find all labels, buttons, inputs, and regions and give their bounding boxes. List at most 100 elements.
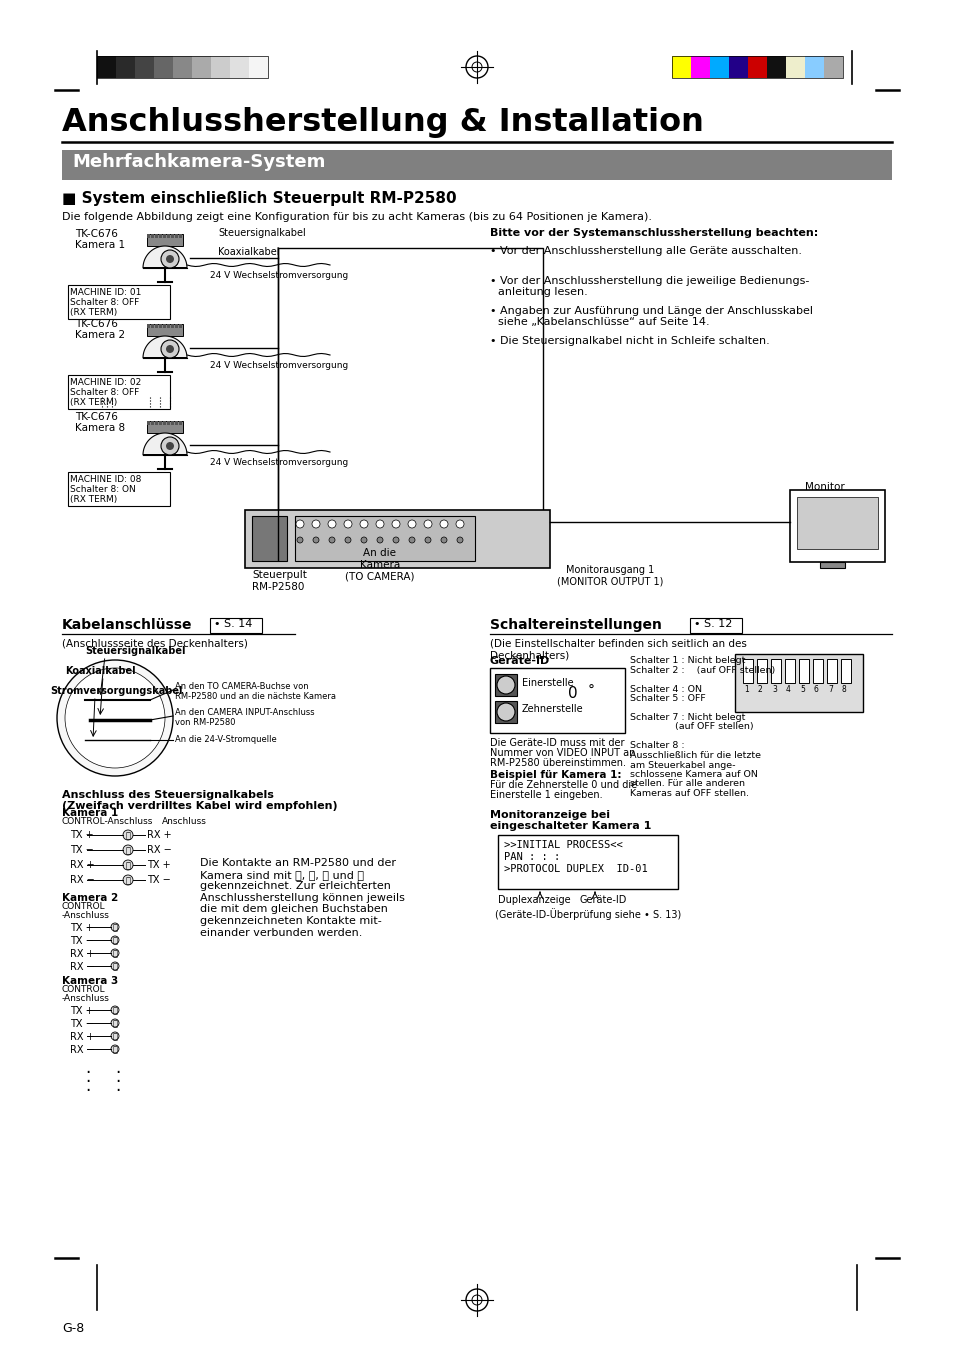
Bar — [179, 422, 182, 426]
Bar — [68, 471, 170, 507]
Bar — [163, 324, 166, 328]
Text: -Anschluss: -Anschluss — [62, 911, 110, 920]
Bar — [174, 422, 178, 426]
Text: .: . — [115, 1069, 120, 1086]
Bar — [841, 659, 850, 684]
Text: Die folgende Abbildung zeigt eine Konfiguration für bis zu acht Kameras (bis zu : Die folgende Abbildung zeigt eine Konfig… — [62, 212, 651, 222]
Text: Schalter 8: ON: Schalter 8: ON — [70, 485, 135, 494]
Text: Schalter 8: OFF: Schalter 8: OFF — [70, 388, 139, 397]
Text: Kamera 1: Kamera 1 — [62, 808, 118, 817]
Text: Die Kontakte an RM-P2580 und der
Kamera sind mit Ⓐ, Ⓑ, Ⓒ und Ⓓ
gekennzeichnet. Z: Die Kontakte an RM-P2580 und der Kamera … — [200, 858, 404, 938]
Bar — [671, 55, 690, 78]
Text: TK-C676: TK-C676 — [75, 319, 118, 330]
Text: 5: 5 — [800, 685, 804, 694]
Circle shape — [440, 536, 447, 543]
Text: CONTROL: CONTROL — [62, 902, 106, 911]
Bar — [757, 659, 766, 684]
Text: Ⓓ: Ⓓ — [126, 875, 131, 885]
Circle shape — [111, 962, 119, 970]
Circle shape — [312, 520, 319, 528]
Bar — [154, 234, 158, 238]
Text: Kamera 3: Kamera 3 — [62, 975, 118, 986]
Text: Koaxialkabel: Koaxialkabel — [65, 666, 135, 676]
Text: >PROTOCOL DUPLEX  ID-01: >PROTOCOL DUPLEX ID-01 — [503, 865, 647, 874]
Circle shape — [345, 536, 351, 543]
Text: TX −: TX − — [70, 1019, 93, 1029]
Text: TX +: TX + — [70, 1006, 93, 1016]
Text: • Angaben zur Ausführung und Länge der Anschlusskabel: • Angaben zur Ausführung und Länge der A… — [490, 305, 812, 316]
Text: Schalter 1 : Nicht belegt: Schalter 1 : Nicht belegt — [629, 657, 744, 665]
Bar — [97, 55, 268, 78]
Bar — [192, 55, 211, 78]
Text: Geräte-ID: Geräte-ID — [490, 657, 550, 666]
Bar — [812, 659, 822, 684]
Bar — [766, 55, 785, 78]
Bar — [690, 55, 709, 78]
Text: An den CAMERA INPUT-Anschluss: An den CAMERA INPUT-Anschluss — [174, 708, 314, 717]
Text: Steuersignalkabel: Steuersignalkabel — [85, 646, 185, 657]
Circle shape — [111, 948, 119, 957]
Polygon shape — [143, 434, 187, 455]
Text: 2: 2 — [758, 685, 762, 694]
Text: stellen. Für alle anderen: stellen. Für alle anderen — [629, 780, 744, 789]
Text: Die Geräte-ID muss mit der: Die Geräte-ID muss mit der — [490, 738, 624, 748]
Bar — [151, 324, 153, 328]
Text: Kameras auf OFF stellen.: Kameras auf OFF stellen. — [629, 789, 748, 798]
Circle shape — [424, 536, 431, 543]
Text: An die 24-V-Stromquelle: An die 24-V-Stromquelle — [174, 735, 276, 744]
Text: Ⓑ: Ⓑ — [112, 1019, 117, 1028]
Text: Ⓑ: Ⓑ — [126, 846, 131, 855]
Text: Ⓒ: Ⓒ — [126, 861, 131, 870]
Text: Ⓒ: Ⓒ — [112, 948, 117, 958]
Text: .: . — [85, 1069, 91, 1086]
Text: (Zweifach verdrilltes Kabel wird empfohlen): (Zweifach verdrilltes Kabel wird empfohl… — [62, 801, 337, 811]
Bar — [211, 55, 230, 78]
Bar — [747, 55, 766, 78]
Circle shape — [123, 875, 132, 885]
Text: (RX TERM): (RX TERM) — [70, 399, 117, 407]
Bar — [172, 55, 192, 78]
Text: Stromversorgungskabel: Stromversorgungskabel — [50, 686, 182, 696]
Bar — [174, 234, 178, 238]
Bar — [154, 422, 158, 426]
Bar — [163, 422, 166, 426]
Text: 8: 8 — [841, 685, 846, 694]
Text: (RX TERM): (RX TERM) — [70, 494, 117, 504]
Bar — [147, 422, 150, 426]
Text: MACHINE ID: 01: MACHINE ID: 01 — [70, 288, 141, 297]
Text: Ⓐ: Ⓐ — [112, 1006, 117, 1015]
Circle shape — [393, 536, 398, 543]
Text: Einerstelle: Einerstelle — [521, 678, 573, 688]
Text: -Anschluss: -Anschluss — [62, 994, 110, 1002]
Text: G-8: G-8 — [62, 1323, 84, 1335]
Text: Kamera 2: Kamera 2 — [75, 330, 125, 340]
Text: Nummer von VIDEO INPUT an: Nummer von VIDEO INPUT an — [490, 748, 635, 758]
Circle shape — [111, 923, 119, 931]
Bar — [167, 234, 170, 238]
Circle shape — [295, 520, 304, 528]
Bar — [116, 55, 135, 78]
Bar — [784, 659, 794, 684]
Circle shape — [111, 1019, 119, 1027]
Bar — [796, 497, 877, 549]
Bar — [147, 234, 183, 246]
Circle shape — [111, 1006, 119, 1015]
Text: 0: 0 — [567, 686, 577, 701]
Text: • S. 14: • S. 14 — [213, 619, 253, 630]
Circle shape — [166, 345, 173, 353]
Text: RX −: RX − — [70, 1046, 94, 1055]
Text: Koaxialkabel: Koaxialkabel — [218, 247, 279, 257]
Circle shape — [409, 536, 415, 543]
Bar — [230, 55, 249, 78]
Text: RX +: RX + — [147, 830, 172, 840]
Bar — [159, 324, 162, 328]
Text: Anschluss: Anschluss — [162, 817, 207, 825]
Text: CONTROL: CONTROL — [62, 985, 106, 994]
Text: RX −: RX − — [147, 844, 172, 855]
Circle shape — [111, 1046, 119, 1052]
Text: RX +: RX + — [70, 1032, 94, 1042]
Bar — [151, 422, 153, 426]
Circle shape — [123, 861, 132, 870]
Bar — [495, 674, 517, 696]
Text: TX +: TX + — [70, 830, 93, 840]
